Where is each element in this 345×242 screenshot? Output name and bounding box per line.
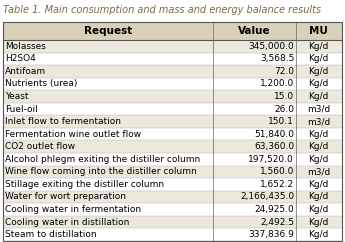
Text: Nutrients (urea): Nutrients (urea) [5, 79, 78, 89]
Bar [3, 216, 342, 228]
Text: Wine flow coming into the distiller column: Wine flow coming into the distiller colu… [5, 167, 197, 176]
Text: 150.1: 150.1 [268, 117, 294, 126]
Text: Molasses: Molasses [5, 42, 46, 51]
Text: 345,000.0: 345,000.0 [248, 42, 294, 51]
Bar [3, 178, 342, 191]
Text: Kg/d: Kg/d [308, 79, 329, 89]
Text: Water for wort preparation: Water for wort preparation [5, 192, 126, 201]
Text: Antifoam: Antifoam [5, 67, 46, 76]
Text: Stillage exiting the distiller column: Stillage exiting the distiller column [5, 180, 164, 189]
Text: Cooling water in fermentation: Cooling water in fermentation [5, 205, 141, 214]
Bar [3, 40, 342, 53]
Text: 1,200.0: 1,200.0 [260, 79, 294, 89]
Text: Value: Value [238, 26, 271, 36]
Bar [3, 166, 342, 178]
Bar [3, 228, 342, 241]
Text: 51,840.0: 51,840.0 [254, 130, 294, 139]
Text: Steam to distillation: Steam to distillation [5, 230, 97, 239]
Text: Kg/d: Kg/d [308, 218, 329, 227]
Bar [3, 103, 342, 115]
Text: Request: Request [84, 26, 132, 36]
Text: 3,568.5: 3,568.5 [260, 54, 294, 63]
Text: Kg/d: Kg/d [308, 205, 329, 214]
Bar [3, 65, 342, 78]
Text: Kg/d: Kg/d [308, 92, 329, 101]
Text: Kg/d: Kg/d [308, 142, 329, 151]
Bar [3, 115, 342, 128]
Text: Cooling water in distillation: Cooling water in distillation [5, 218, 130, 227]
Text: Kg/d: Kg/d [308, 180, 329, 189]
Text: Alcohol phlegm exiting the distiller column: Alcohol phlegm exiting the distiller col… [5, 155, 200, 164]
Text: CO2 outlet flow: CO2 outlet flow [5, 142, 75, 151]
Text: Fermentation wine outlet flow: Fermentation wine outlet flow [5, 130, 141, 139]
Bar [3, 22, 342, 40]
Bar [3, 140, 342, 153]
Text: Inlet flow to fermentation: Inlet flow to fermentation [5, 117, 121, 126]
Bar [3, 78, 342, 90]
Text: Kg/d: Kg/d [308, 42, 329, 51]
Bar [3, 90, 342, 103]
Text: 26.0: 26.0 [274, 105, 294, 113]
Text: m3/d: m3/d [307, 167, 331, 176]
Bar [3, 53, 342, 65]
Text: 1,560.0: 1,560.0 [260, 167, 294, 176]
Text: 24,925.0: 24,925.0 [254, 205, 294, 214]
Text: Kg/d: Kg/d [308, 230, 329, 239]
Text: m3/d: m3/d [307, 117, 331, 126]
Text: 63,360.0: 63,360.0 [254, 142, 294, 151]
Text: Kg/d: Kg/d [308, 130, 329, 139]
Text: Table 1. Main consumption and mass and energy balance results: Table 1. Main consumption and mass and e… [3, 5, 322, 15]
Text: MU: MU [309, 26, 328, 36]
Text: 72.0: 72.0 [274, 67, 294, 76]
Bar [3, 191, 342, 203]
Text: 337,836.9: 337,836.9 [248, 230, 294, 239]
Text: Kg/d: Kg/d [308, 155, 329, 164]
Text: 2,492.5: 2,492.5 [260, 218, 294, 227]
Text: Kg/d: Kg/d [308, 192, 329, 201]
Text: 1,652.2: 1,652.2 [260, 180, 294, 189]
Text: Kg/d: Kg/d [308, 67, 329, 76]
Text: Kg/d: Kg/d [308, 54, 329, 63]
Text: H2SO4: H2SO4 [5, 54, 36, 63]
Text: 2,166,435.0: 2,166,435.0 [240, 192, 294, 201]
Bar [3, 203, 342, 216]
Text: m3/d: m3/d [307, 105, 331, 113]
Bar [3, 128, 342, 140]
Text: 197,520.0: 197,520.0 [248, 155, 294, 164]
Bar [3, 153, 342, 166]
Text: 15.0: 15.0 [274, 92, 294, 101]
Text: Yeast: Yeast [5, 92, 29, 101]
Text: Fuel-oil: Fuel-oil [5, 105, 38, 113]
